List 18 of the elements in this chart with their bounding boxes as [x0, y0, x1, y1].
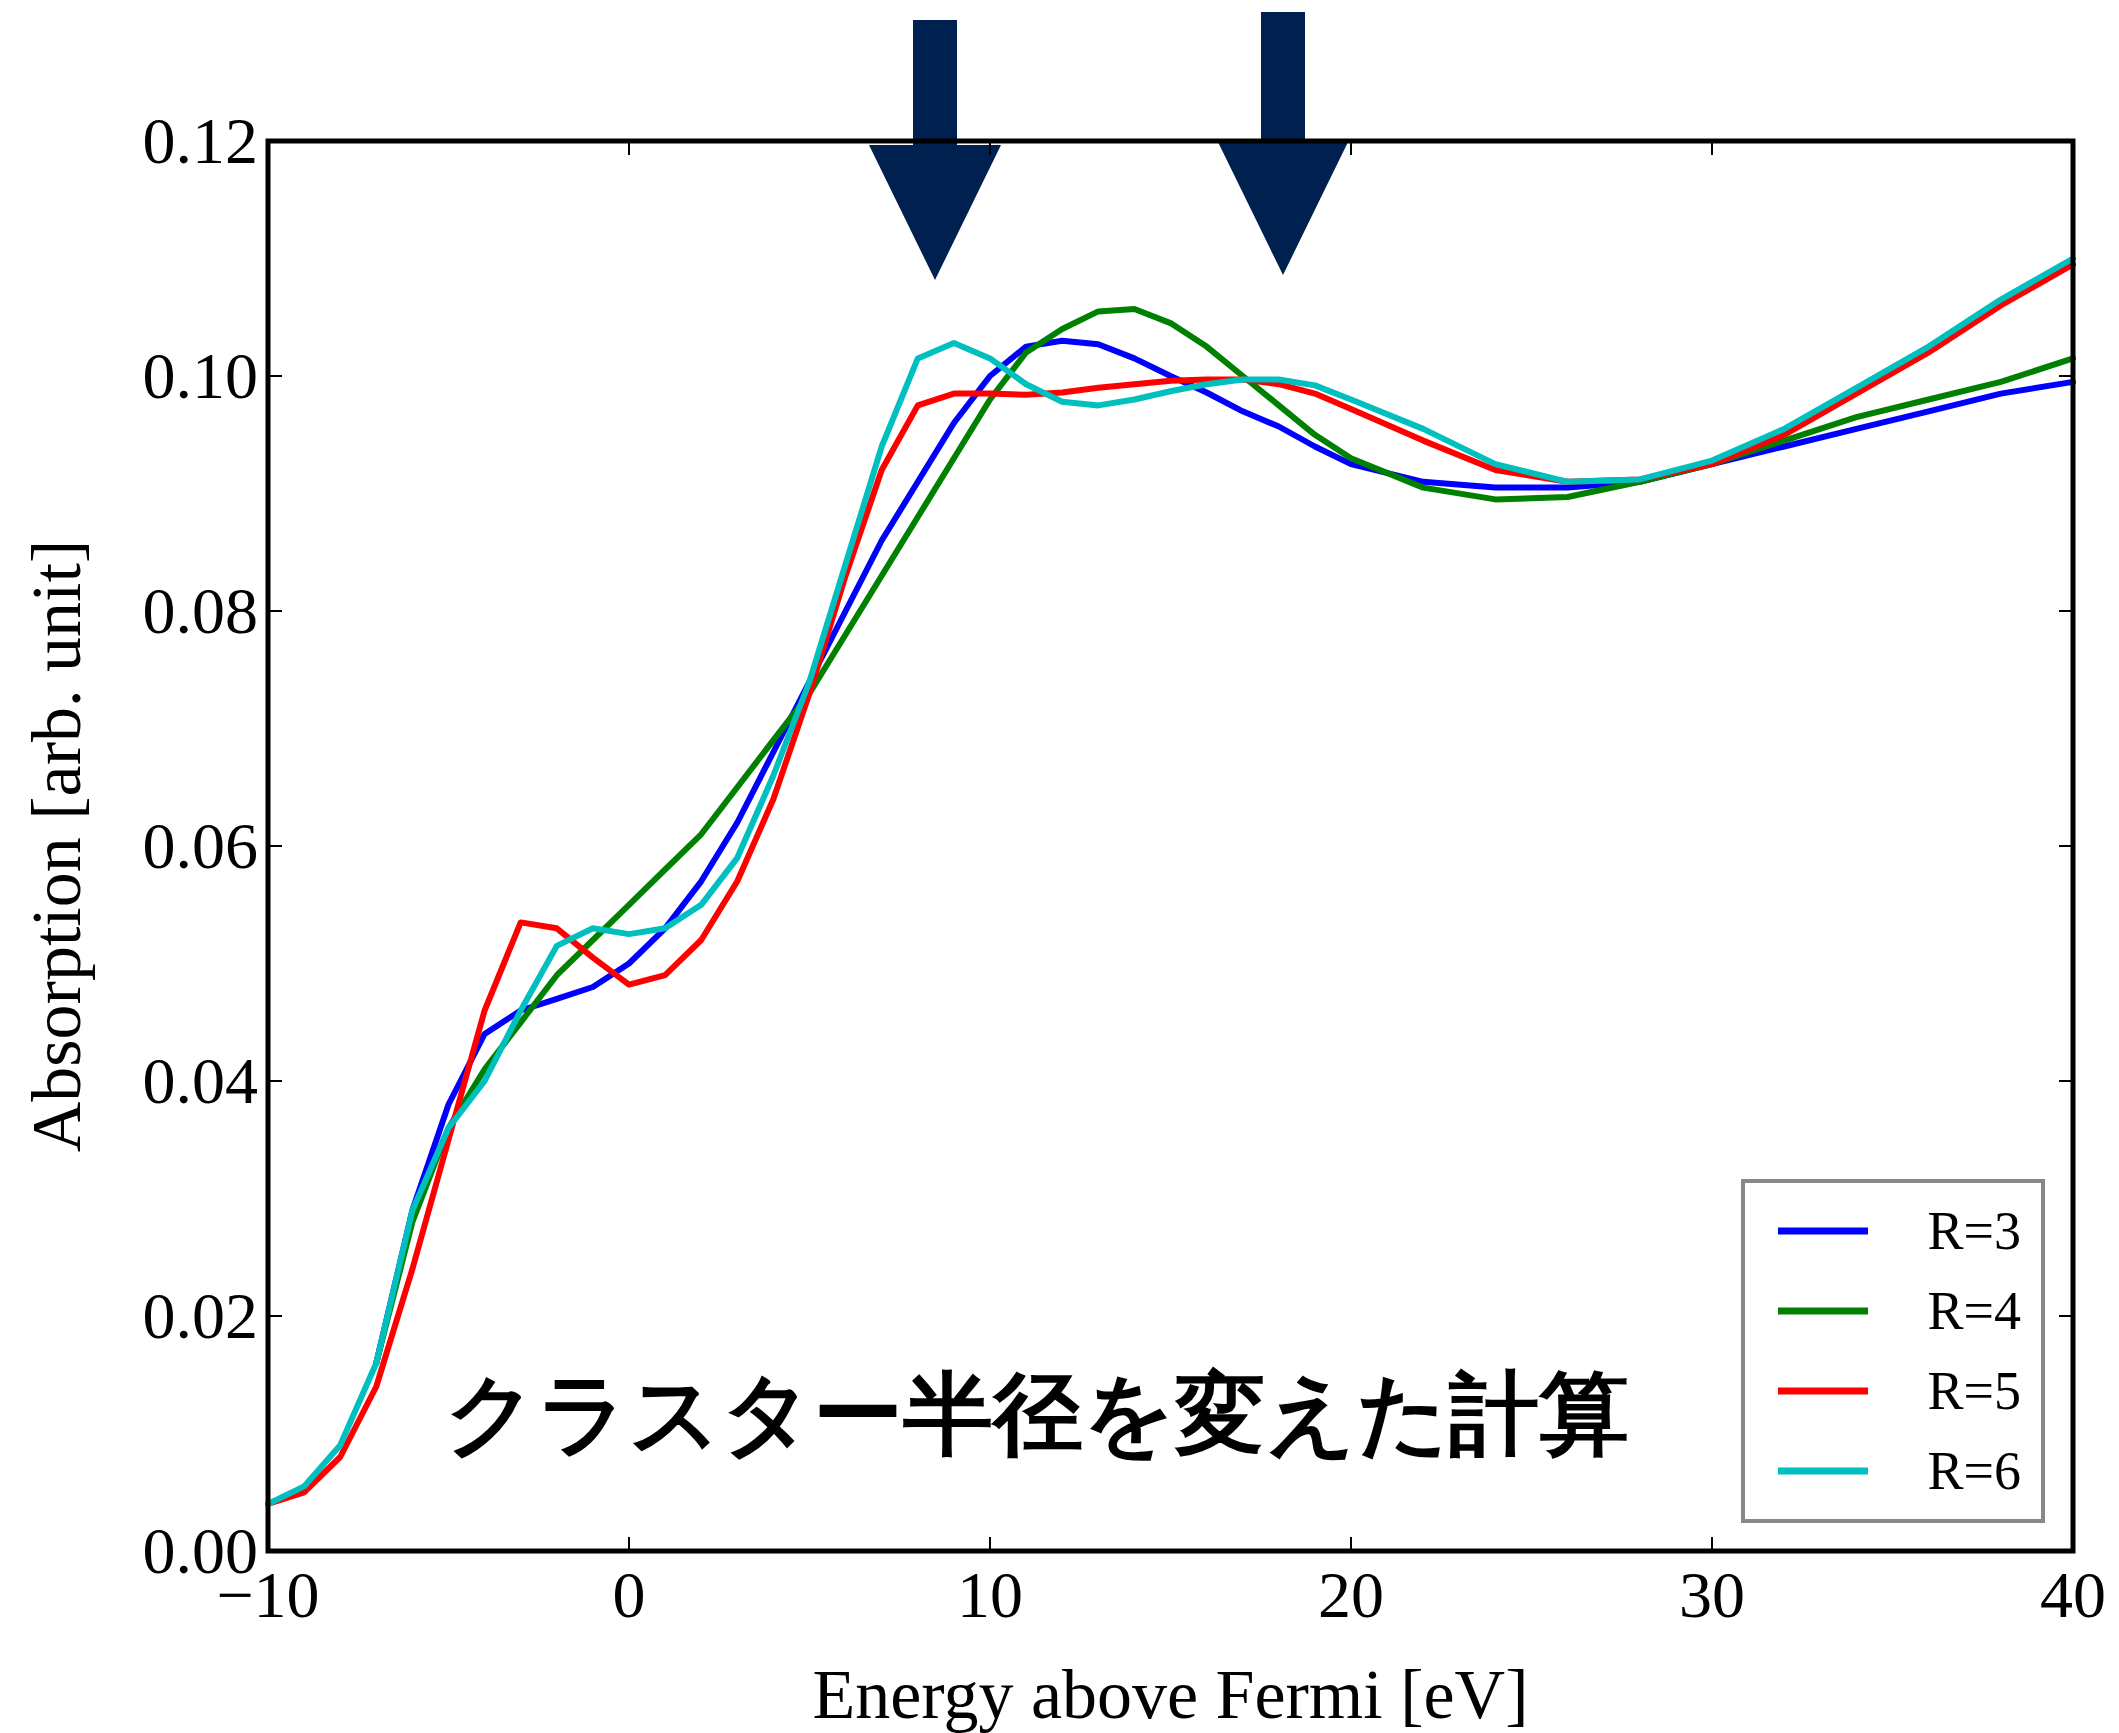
y-tick-label: 0.06	[142, 809, 258, 882]
y-tick-label: 0.04	[142, 1044, 258, 1117]
legend-label: R=3	[1927, 1201, 2021, 1261]
y-tick-label: 0.02	[142, 1279, 258, 1352]
legend-label: R=5	[1927, 1361, 2021, 1421]
x-tick-label: 0	[612, 1558, 646, 1631]
y-axis-title: Absorption [arb. unit]	[18, 539, 95, 1153]
x-tick-label: 40	[2040, 1558, 2106, 1631]
annotation: クラスター半径を変えた計算	[445, 1361, 1629, 1466]
x-tick-label: 10	[957, 1558, 1023, 1631]
y-tick-label: 0.08	[142, 574, 258, 647]
y-tick-label: 0.10	[142, 339, 258, 412]
x-tick-label: 30	[1679, 1558, 1745, 1631]
legend-label: R=6	[1927, 1441, 2021, 1501]
x-tick-label: 20	[1318, 1558, 1384, 1631]
y-tick-label: 0.12	[142, 104, 258, 177]
x-axis-title: Energy above Fermi [eV]	[812, 1656, 1529, 1733]
legend-label: R=4	[1927, 1281, 2021, 1341]
